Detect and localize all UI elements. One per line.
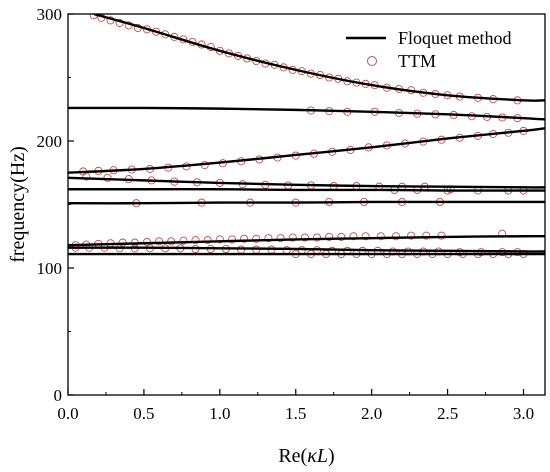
floquet-branch-line [68, 200, 545, 205]
ttm-point [227, 235, 237, 244]
x-tick-label: 1.0 [209, 404, 230, 423]
ttm-point [391, 232, 401, 241]
floquet-branch-line [68, 235, 545, 247]
y-tick-label: 300 [37, 5, 63, 24]
ttm-point [179, 236, 188, 245]
floquet-branch-line [68, 246, 545, 253]
ttm-point [437, 231, 446, 240]
ttm-point [264, 234, 273, 243]
legend-circle-swatch [367, 56, 377, 66]
x-tick-label: 2.5 [437, 404, 458, 423]
x-axis-title: Re(κL) [278, 445, 334, 467]
ttm-point [155, 237, 164, 246]
ttm-point [276, 234, 285, 243]
ttm-point [203, 236, 212, 245]
x-tick-label: 2.0 [361, 404, 382, 423]
floquet-branch-line [68, 176, 545, 189]
ttm-point [312, 233, 322, 242]
x-tick-label: 3.0 [513, 404, 534, 423]
ttm-point [349, 232, 358, 241]
legend-label-ttm: TTM [398, 51, 436, 71]
floquet-branch-line [93, 14, 545, 102]
legend-label-floquet: Floquet method [398, 28, 512, 48]
axes: 0.0 0.5 1.0 1.5 2.0 2.5 3.0 0 100 200 300 [37, 5, 546, 423]
ttm-point [252, 234, 261, 243]
ttm-point [361, 232, 370, 241]
floquet-branch-line [68, 127, 545, 174]
ttm-point [325, 232, 334, 241]
y-tick-label: 100 [37, 259, 63, 278]
y-tick-label: 0 [54, 386, 63, 405]
ttm-point [215, 235, 224, 244]
y-axis-title: frequency(Hz) [7, 146, 29, 263]
y-tick-label: 200 [37, 132, 63, 151]
ttm-point [300, 233, 309, 242]
ttm-point [407, 231, 416, 240]
ttm-point [288, 233, 297, 242]
ttm-point [422, 231, 431, 240]
ttm-point [191, 236, 200, 245]
legend: Floquet method TTM [346, 28, 512, 71]
plot-area [68, 14, 545, 259]
floquet-branch-line [68, 106, 545, 121]
ttm-point [240, 234, 249, 243]
ttm-point [337, 232, 346, 241]
x-tick-label: 0.0 [57, 404, 78, 423]
floquet-branch-line [68, 188, 545, 192]
ttm-point [376, 232, 385, 241]
x-tick-label: 1.5 [285, 404, 306, 423]
x-tick-label: 0.5 [133, 404, 154, 423]
